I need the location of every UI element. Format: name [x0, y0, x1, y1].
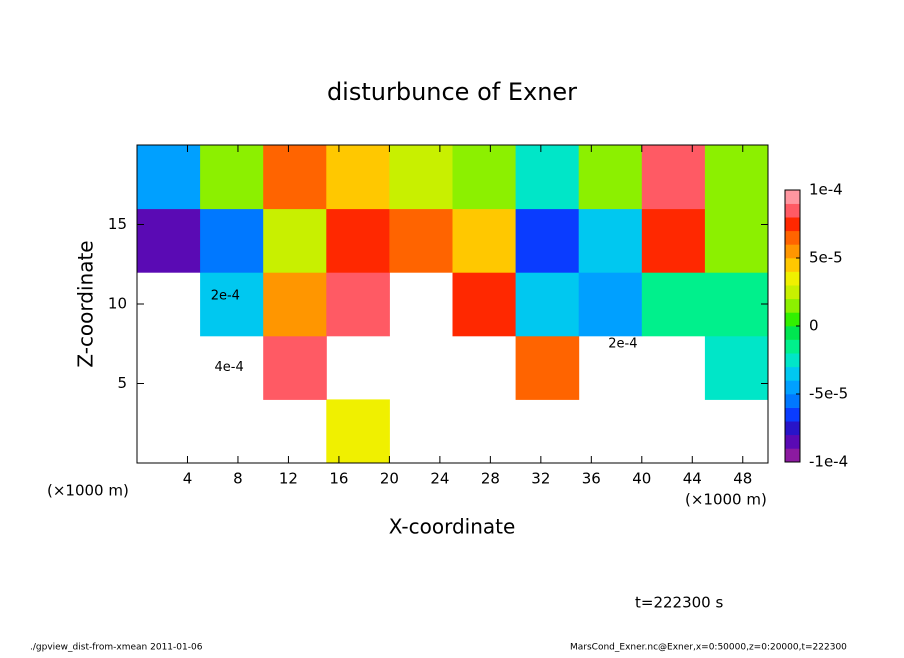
heat-cell — [452, 145, 517, 210]
colorbar-swatch — [785, 285, 800, 300]
y-tick-label: 10 — [108, 295, 127, 313]
heat-cell — [515, 145, 580, 210]
x-tick-label: 24 — [430, 470, 449, 488]
heat-cell — [200, 208, 264, 273]
heat-cell — [578, 208, 643, 273]
heat-cell — [515, 335, 580, 400]
heat-cell — [137, 145, 201, 210]
colorbar-swatch — [785, 203, 800, 218]
colorbar-swatch — [785, 190, 800, 204]
colorbar-swatch — [785, 380, 800, 395]
heat-cell — [326, 399, 390, 464]
x-tick-label: 12 — [279, 470, 298, 488]
footer-left: ./gpview_dist-from-xmean 2011-01-06 — [30, 643, 203, 653]
colorbar-swatch — [785, 407, 800, 422]
heat-cell — [452, 208, 517, 273]
heat-cell — [263, 272, 327, 337]
chart-title: disturbunce of Exner — [327, 78, 577, 106]
y-unit-label: (×1000 m) — [47, 482, 129, 500]
colorbar-swatch — [785, 339, 800, 354]
heat-cell — [515, 272, 580, 337]
heat-cell — [641, 145, 706, 210]
heat-cell — [515, 208, 580, 273]
colorbar-swatch — [785, 298, 800, 313]
colorbar-swatch — [785, 434, 800, 449]
contour-label: 2e-4 — [211, 289, 240, 304]
heat-cell — [326, 208, 390, 273]
contour-label: 2e-4 — [608, 336, 637, 351]
colorbar-tick-label: -1e-4 — [809, 453, 848, 471]
contour-label: 4e-4 — [215, 360, 244, 375]
x-tick-label: 36 — [582, 470, 601, 488]
heat-cell — [389, 145, 453, 210]
heat-cell — [200, 272, 264, 337]
time-label: t=222300 s — [635, 594, 723, 612]
colorbar-swatch — [785, 394, 800, 408]
heat-cell — [704, 335, 769, 400]
x-tick-label: 44 — [683, 470, 702, 488]
colorbar-tick-label: 5e-5 — [809, 249, 843, 267]
x-tick-label: 28 — [481, 470, 500, 488]
heat-cell — [200, 145, 264, 210]
colorbar-swatch — [785, 326, 800, 340]
heat-cell — [263, 145, 327, 210]
y-tick-label: 15 — [108, 215, 127, 233]
colorbar-swatch — [785, 217, 800, 232]
x-tick-label: 40 — [632, 470, 651, 488]
colorbar-swatch — [785, 244, 800, 259]
heat-cell — [263, 208, 327, 273]
y-axis-label: Z-coordinate — [74, 240, 98, 367]
heat-cell — [578, 145, 643, 210]
x-tick-label: 48 — [733, 470, 752, 488]
x-tick-label: 20 — [380, 470, 399, 488]
heat-cell — [389, 208, 453, 273]
x-tick-label: 4 — [183, 470, 193, 488]
heat-cell — [641, 272, 706, 337]
colorbar-swatch — [785, 366, 800, 381]
colorbar-swatch — [785, 421, 800, 436]
colorbar-swatch — [785, 271, 800, 286]
heat-cell — [578, 272, 643, 337]
heat-cell — [137, 208, 201, 273]
heat-cell — [263, 335, 327, 400]
colorbar-swatch — [785, 353, 800, 368]
heat-cell — [641, 208, 706, 273]
colorbar-tick-label: 1e-4 — [809, 181, 843, 199]
colorbar-tick-label: -5e-5 — [809, 385, 848, 403]
x-tick-label: 16 — [329, 470, 348, 488]
x-tick-label: 32 — [531, 470, 550, 488]
heat-cell — [326, 145, 390, 210]
colorbar-swatch — [785, 312, 800, 327]
heat-cell — [704, 208, 769, 273]
footer-right: MarsCond_Exner.nc@Exner,x=0:50000,z=0:20… — [570, 643, 847, 653]
x-tick-label: 8 — [233, 470, 243, 488]
x-axis-label: X-coordinate — [389, 515, 516, 539]
colorbar-swatch — [785, 258, 800, 272]
heat-cell — [326, 272, 390, 337]
x-unit-label: (×1000 m) — [685, 491, 767, 509]
heat-cell — [452, 272, 517, 337]
y-tick-label: 5 — [117, 374, 127, 392]
colorbar-tick-label: 0 — [809, 317, 819, 335]
colorbar-swatch — [785, 448, 800, 463]
heat-cell — [704, 145, 769, 210]
colorbar-swatch — [785, 230, 800, 245]
heat-cell — [704, 272, 769, 337]
